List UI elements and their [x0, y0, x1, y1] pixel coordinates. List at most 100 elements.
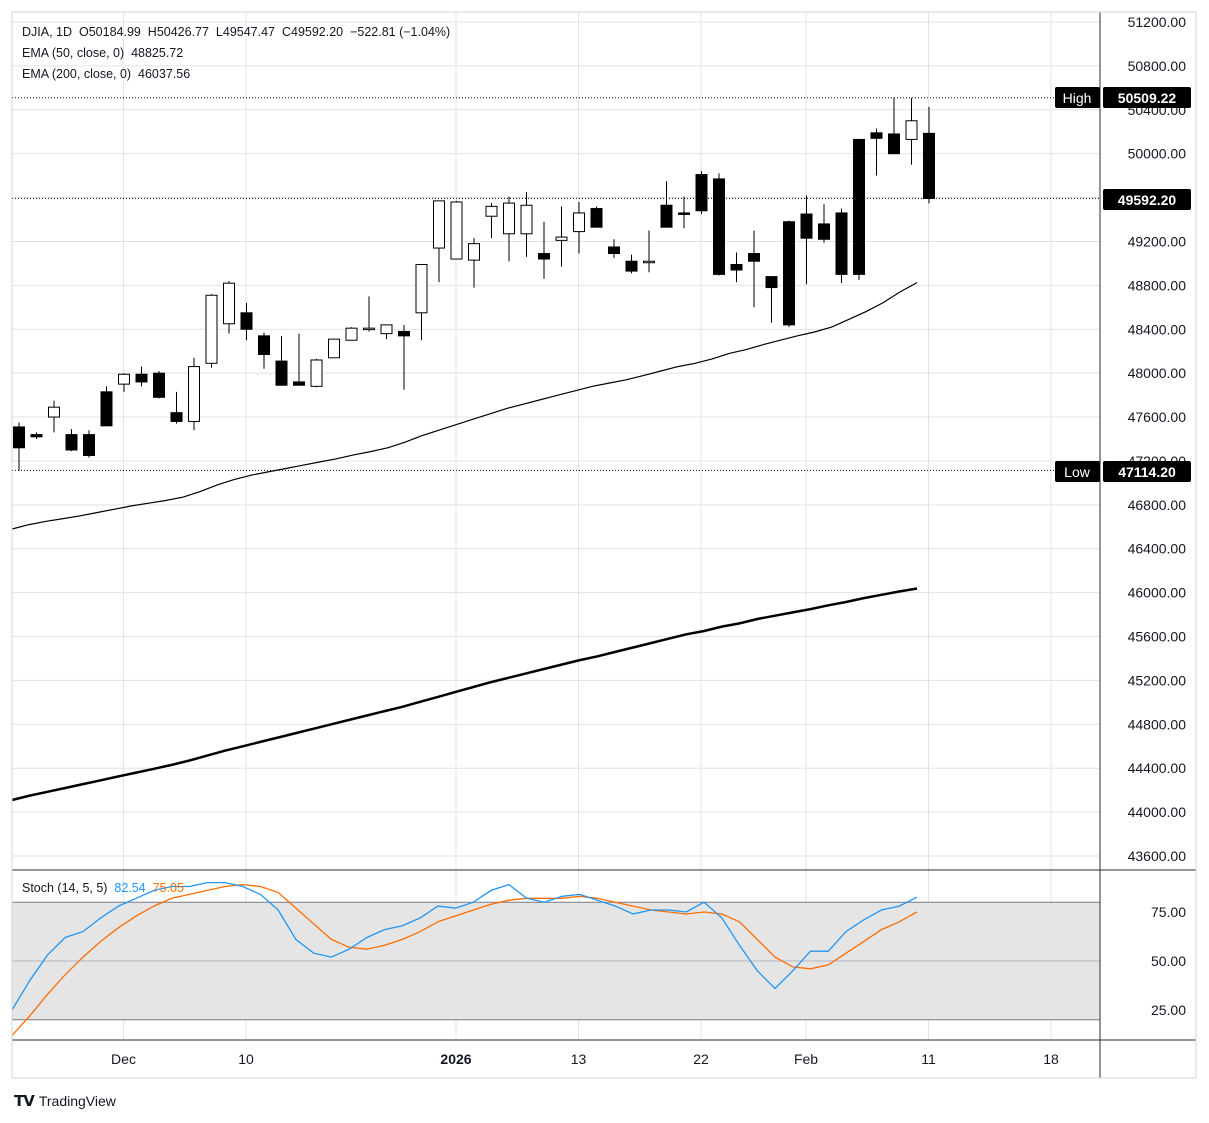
candle-body [520, 204, 533, 235]
y-tick-label: 44800.00 [1128, 716, 1187, 732]
x-axis-ticks: Dec 10 2026 13 22 Feb 11 18 [111, 1051, 1059, 1067]
candle-body [100, 391, 113, 427]
last-price-marker: 49592.20 [1103, 189, 1191, 210]
y-tick-label: 48000.00 [1128, 365, 1187, 381]
x-tick-label: 18 [1043, 1051, 1059, 1067]
axes [11, 11, 1197, 1079]
high-value: 50509.22 [1118, 90, 1177, 106]
candle-body [800, 213, 813, 239]
y-tick-label: 51200.00 [1128, 14, 1187, 30]
ema200-legend[interactable]: EMA (200, close, 0) 46037.56 [22, 67, 190, 81]
candle [398, 324, 410, 390]
candle [380, 324, 393, 340]
stoch-d-line [11, 883, 918, 1036]
ema200-series [11, 587, 918, 802]
y-tick-label: 46400.00 [1128, 541, 1187, 557]
last-price-box [1103, 189, 1191, 210]
candle-body [695, 174, 708, 212]
ema50-legend[interactable]: EMA (50, close, 0) 48825.72 [22, 46, 183, 60]
y-axis-ticks: 51200.0050800.0050400.0050000.0049600.00… [1128, 14, 1187, 864]
low-value-box [1103, 461, 1191, 482]
candle [748, 230, 760, 308]
candle [573, 201, 585, 254]
candle [65, 429, 78, 452]
stoch-k-value: 82.54 [114, 881, 146, 895]
y-tick-label: 45600.00 [1128, 629, 1187, 645]
candle-body [363, 327, 375, 331]
candle-body [258, 335, 270, 356]
stoch-legend[interactable]: Stoch (14, 5, 5) 82.54 75.05 [22, 881, 184, 895]
candle-body [13, 426, 25, 449]
candle [468, 238, 480, 288]
candle [30, 432, 43, 439]
candle-body [65, 434, 78, 451]
candle [870, 128, 883, 176]
ema200-value: 46037.56 [138, 67, 191, 81]
stoch-tick-label: 75.00 [1151, 904, 1186, 920]
candle-body [223, 282, 235, 325]
y-tick-label: 46000.00 [1128, 585, 1187, 601]
tradingview-brand[interactable]: TV TradingView [14, 1092, 116, 1110]
candle [503, 196, 515, 262]
candle [835, 208, 848, 284]
candle-body [783, 221, 795, 326]
candle [923, 106, 935, 204]
y-tick-label: 43600.00 [1128, 848, 1187, 864]
candles-series [13, 97, 935, 471]
candle-body [590, 208, 603, 228]
candle-body [608, 246, 620, 255]
candle [118, 373, 130, 392]
legend-high: H50426.77 [147, 25, 209, 39]
candle [205, 294, 218, 368]
reference-lines [12, 97, 1100, 471]
candle [240, 302, 253, 341]
x-tick-label: Dec [111, 1051, 136, 1067]
candle-body [730, 264, 743, 271]
candle [188, 357, 200, 431]
candle-body [188, 366, 200, 422]
candle-body [818, 223, 830, 240]
stoch-axis-ticks: 75.00 50.00 25.00 [1151, 904, 1186, 1018]
x-tick-label: 22 [693, 1051, 709, 1067]
candle [538, 221, 550, 279]
y-tick-label: 49200.00 [1128, 233, 1187, 249]
ema200-label: EMA (200, close, 0) [22, 67, 132, 81]
grid-lines [12, 21, 1100, 857]
x-tick-label: 2026 [440, 1051, 471, 1067]
candle [433, 200, 445, 283]
candle [170, 391, 183, 424]
low-label-box [1055, 461, 1100, 482]
candle-body [310, 359, 323, 387]
candle-body [765, 276, 778, 289]
high-marker: High 50509.22 [1055, 87, 1191, 108]
ema50-label: EMA (50, close, 0) [22, 46, 125, 60]
candle [275, 335, 288, 386]
candle [520, 192, 533, 257]
candle-body [240, 312, 253, 330]
legend-close: C49592.20 [281, 25, 344, 39]
ema200-line [11, 587, 918, 802]
y-tick-label: 47600.00 [1128, 409, 1187, 425]
y-tick-label: 48800.00 [1128, 277, 1187, 293]
candle [853, 138, 865, 280]
candle-body [48, 406, 60, 418]
candle [800, 195, 813, 285]
candle-body [905, 120, 918, 140]
candle-body [450, 201, 463, 260]
candle-body [170, 412, 183, 422]
candle-body [503, 202, 515, 235]
candle-body [555, 236, 568, 241]
candle-body [30, 434, 43, 438]
legend-symbol[interactable]: DJIA [22, 25, 50, 39]
legend-interval[interactable]: 1D [56, 25, 73, 39]
stoch-d-value: 75.05 [152, 881, 184, 895]
stoch-label: Stoch (14, 5, 5) [22, 881, 108, 895]
low-label: Low [1064, 464, 1091, 480]
candle [258, 332, 270, 369]
candle-body [135, 373, 148, 383]
candle-body [345, 327, 358, 341]
low-value: 47114.20 [1118, 464, 1176, 480]
candle [905, 97, 918, 165]
stoch-tick-label: 25.00 [1151, 1002, 1186, 1018]
